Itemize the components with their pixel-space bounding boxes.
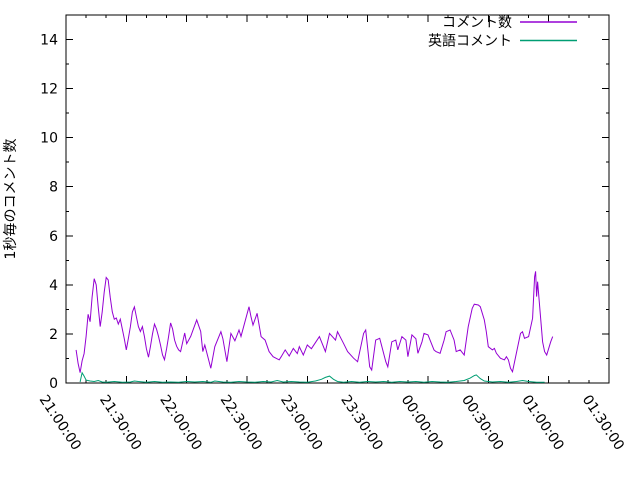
y-tick-label: 4 [49,278,58,294]
legend-label-comments: コメント数 [442,15,512,31]
y-tick-label: 12 [40,82,58,98]
series-lines [75,271,554,383]
y-tick-label: 8 [49,180,58,196]
x-tick-label: 23:30:00 [337,392,385,453]
x-tick-label: 01:00:00 [518,392,566,453]
legend-label-english-comments: 英語コメント [428,33,512,50]
plot-frame [65,14,610,384]
y-tick-label: 2 [49,327,58,343]
x-tick-label: 23:00:00 [277,392,325,453]
y-tick-label: 0 [49,376,58,392]
y-tick-label: 6 [49,229,58,245]
y-axis-title: 1秒毎のコメント数 [3,139,19,260]
x-tick-label: 21:30:00 [96,392,144,453]
series-english-comments-line [79,371,545,383]
y-tick-label: 14 [40,33,58,49]
x-tick-label: 22:00:00 [156,392,204,453]
y-axis-ticks: 0 2 4 6 8 10 12 14 [40,14,609,392]
y-tick-label: 10 [40,131,58,147]
x-tick-label: 01:30:00 [579,392,627,453]
plot-border [65,14,610,384]
x-tick-label: 22:30:00 [217,392,265,453]
x-tick-label: 00:00:00 [398,392,446,453]
x-axis-ticks: 21:00:00 21:30:00 22:00:00 22:30:00 23:00:00… [36,15,627,453]
x-tick-label: 21:00:00 [36,392,84,453]
series-comments-line [75,271,554,374]
x-tick-label: 00:30:00 [458,392,506,453]
